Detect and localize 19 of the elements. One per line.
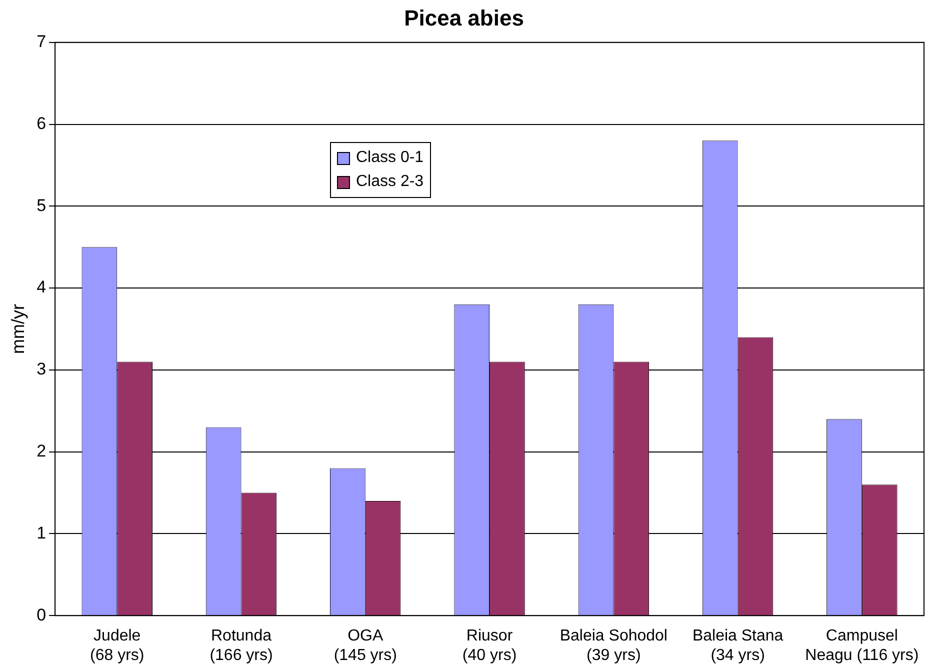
x-tick-label: Baleia Sohodol (39 yrs) xyxy=(560,628,668,664)
x-tick-label: Campusel Neagu (116 yrs) xyxy=(805,628,919,664)
legend-label: Class 2-3 xyxy=(356,172,424,192)
y-tick-label: 0 xyxy=(36,605,46,624)
y-tick-label: 7 xyxy=(36,32,46,52)
y-tick-label: 6 xyxy=(36,114,46,133)
legend-label: Class 0-1 xyxy=(356,148,424,168)
chart-title: Picea abies xyxy=(404,5,524,30)
x-tick-label: OGA (145 yrs) xyxy=(334,628,397,664)
x-tick-label: Riusor (40 yrs) xyxy=(462,628,517,664)
y-tick-label: 4 xyxy=(36,278,46,297)
y-axis-title: mm/yr xyxy=(8,304,28,354)
y-tick-label: 2 xyxy=(36,442,46,461)
y-tick-label: 1 xyxy=(36,523,46,542)
y-tick-label: 5 xyxy=(36,196,46,215)
x-tick-label: Baleia Stana (34 yrs) xyxy=(692,628,784,664)
x-tick-label: Judele (68 yrs) xyxy=(90,628,144,664)
y-tick-label: 3 xyxy=(36,360,46,379)
x-tick-label: Rotunda (166 yrs) xyxy=(210,628,273,664)
